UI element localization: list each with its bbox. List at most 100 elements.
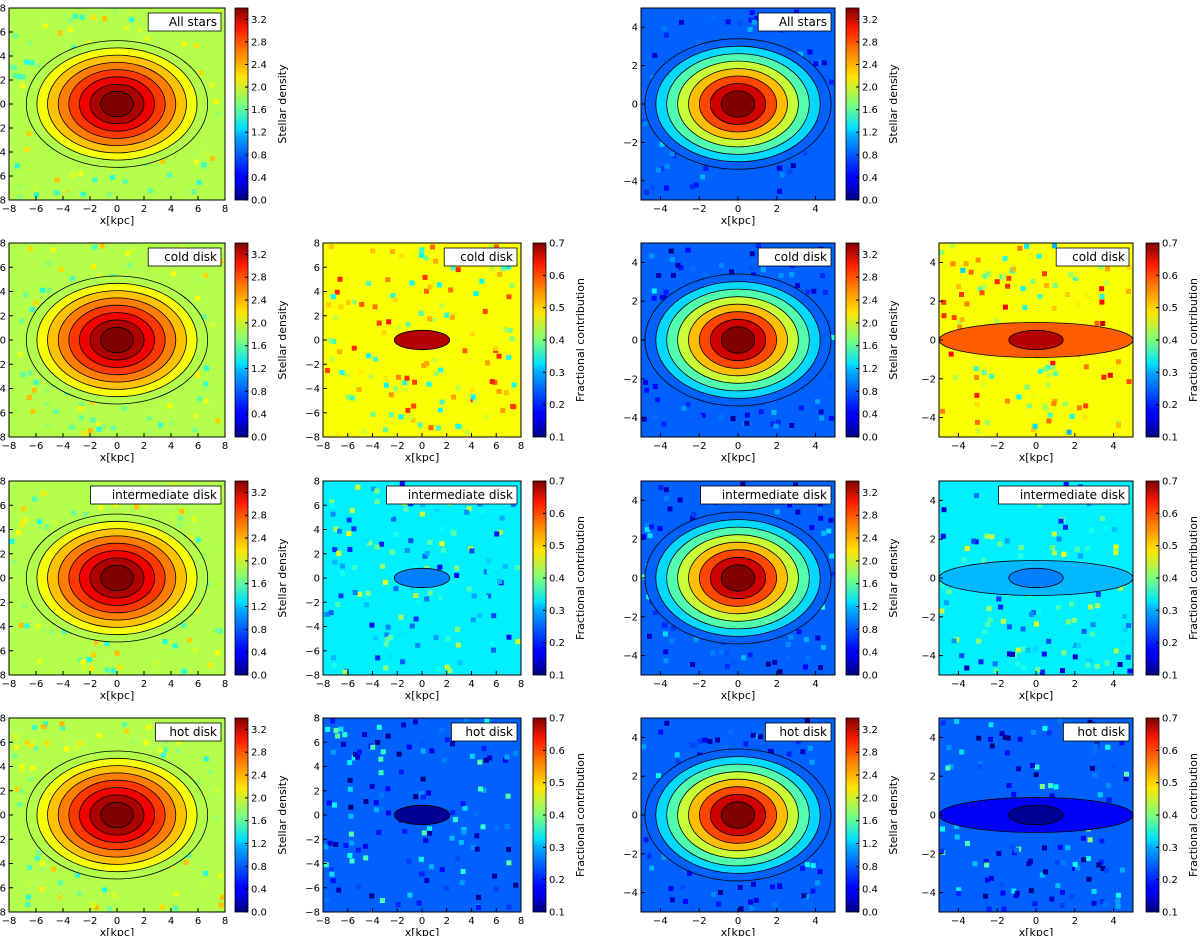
colorbar-tick-label: 3.2	[251, 488, 267, 499]
heatmap-cell	[188, 534, 194, 540]
colorbar-tick-label: 0.6	[549, 271, 565, 282]
heatmap-cell	[450, 810, 456, 816]
heatmap-cell	[339, 370, 345, 375]
heatmap-cell	[461, 829, 467, 835]
heatmap-cell	[353, 752, 359, 757]
heatmap-cell	[494, 886, 499, 892]
heatmap-cell	[960, 267, 966, 273]
heatmap-cell	[996, 850, 1002, 856]
heatmap-cell	[644, 387, 649, 393]
heatmap-cell	[1042, 271, 1047, 277]
x-tick-label: −2	[83, 441, 98, 452]
heatmap-cell	[956, 284, 962, 290]
y-tick-label: 2	[314, 549, 320, 560]
heatmap-cell	[679, 19, 684, 25]
heatmap-cell	[492, 873, 498, 879]
heatmap-cell	[90, 902, 96, 908]
heatmap-cell	[398, 614, 404, 620]
heatmap-cell	[661, 421, 667, 427]
heatmap-cell	[337, 528, 342, 534]
heatmap-cell	[348, 804, 354, 810]
heatmap-cell	[191, 516, 197, 522]
panel: intermediate disk−8 −6 −4 −2 0 2 4 6 8x[kpc]8642…	[305, 477, 587, 703]
heatmap-cell	[663, 658, 669, 664]
heatmap-cell	[982, 629, 988, 635]
heatmap-cell	[1085, 856, 1091, 862]
y-tick-label: 4	[0, 525, 6, 536]
heatmap-cell	[1116, 892, 1121, 898]
colorbar-tick-label: 0.4	[1162, 574, 1178, 585]
heatmap-cell	[1042, 845, 1047, 851]
colorbar	[234, 7, 249, 201]
heatmap-cell	[655, 397, 661, 403]
heatmap-cell	[1093, 743, 1099, 749]
colorbar-tick-label: 0.3	[549, 606, 565, 617]
x-tick-label: −8	[2, 204, 17, 215]
colorbar-tick-label: 2.4	[251, 60, 267, 71]
x-tick-label: −6	[29, 679, 44, 690]
colorbar-tick-label: 1.6	[862, 816, 878, 827]
heatmap-cell	[795, 739, 801, 745]
heatmap-cell	[1060, 668, 1065, 674]
heatmap-cell	[16, 74, 22, 80]
heatmap-cell	[142, 504, 148, 510]
heatmap-cell	[12, 559, 17, 565]
heatmap-cell	[351, 345, 357, 351]
heatmap-cell	[1048, 783, 1054, 789]
heatmap-cell	[978, 659, 984, 665]
heatmap-cell	[358, 369, 364, 375]
colorbar-tick-label: 0.6	[1162, 509, 1178, 520]
x-tick-label: 0	[735, 441, 741, 452]
heatmap-cell	[974, 392, 980, 398]
heatmap-cell	[984, 877, 990, 883]
heatmap-cell	[1107, 372, 1113, 378]
heatmap-cell	[828, 415, 834, 421]
heatmap-cell	[336, 432, 342, 437]
heatmap-cell	[381, 330, 387, 336]
heatmap-cell	[962, 785, 968, 791]
heatmap-cell	[697, 414, 703, 420]
heatmap-cell	[43, 388, 49, 394]
heatmap-cell	[203, 385, 209, 391]
heatmap-cell	[469, 331, 475, 337]
heatmap-cell	[54, 190, 60, 196]
y-tick-label: 4	[930, 496, 936, 507]
heatmap-cell	[398, 414, 404, 420]
x-tick-label: 6	[195, 441, 201, 452]
heatmap-cell	[194, 159, 199, 165]
panel: hot disk−4 −2 0 2 4x[kpc]420−2−43.22.82.42.0…	[623, 717, 900, 936]
heatmap-cell	[369, 783, 375, 789]
heatmap-cell	[451, 530, 457, 536]
heatmap-cell	[375, 417, 380, 423]
heatmap-cell	[27, 40, 33, 46]
x-tick-label: 0	[735, 204, 741, 215]
heatmap-cell	[36, 63, 42, 68]
heatmap-cell	[1126, 265, 1132, 271]
heatmap-cell	[181, 668, 187, 674]
y-tick-label: 2	[0, 76, 6, 87]
heatmap-cell	[1006, 624, 1012, 630]
heatmap-cell	[463, 718, 469, 724]
heatmap-cell	[670, 272, 676, 278]
heatmap-cell	[644, 522, 650, 528]
y-tick-label: 6	[0, 501, 6, 512]
heatmap-cell	[483, 595, 489, 600]
component-label: intermediate disk	[1020, 488, 1125, 502]
heatmap-cell	[478, 317, 483, 323]
heatmap-cell	[1018, 553, 1023, 559]
heatmap-cell	[818, 665, 823, 671]
heatmap-cell	[418, 871, 424, 877]
colorbar-label: Stellar density	[887, 538, 900, 618]
heatmap-cell	[821, 60, 827, 66]
y-tick-label: −6	[0, 172, 6, 183]
heatmap-cell	[427, 830, 433, 836]
heatmap-cell	[371, 486, 376, 492]
x-axis-label: x[kpc]	[405, 451, 440, 464]
heatmap-cell	[659, 166, 665, 172]
heatmap-cell	[326, 800, 332, 806]
heatmap-cell	[330, 718, 336, 724]
heatmap-cell	[1075, 302, 1080, 308]
heatmap-cell	[1006, 275, 1012, 281]
heatmap-cell	[80, 191, 86, 197]
heatmap-cell	[107, 906, 113, 912]
